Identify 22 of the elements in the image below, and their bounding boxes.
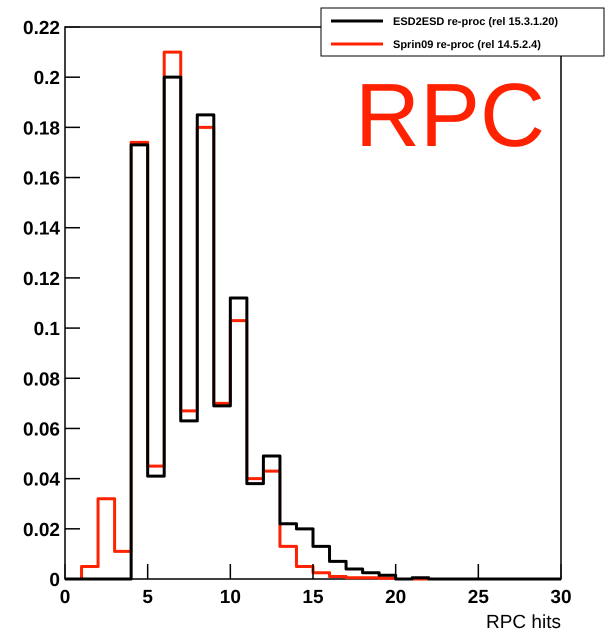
- annotation: RPC: [354, 66, 545, 166]
- y-tick-label: 0.12: [23, 268, 60, 290]
- y-tick-label: 0.08: [23, 369, 60, 390]
- legend-label: Sprin09 re-proc (rel 14.5.2.4): [393, 39, 542, 51]
- y-tick-label: 0.22: [23, 18, 60, 39]
- x-tick-label: 30: [550, 587, 572, 608]
- y-tick-label: 0.14: [23, 218, 60, 240]
- x-tick-label: 15: [302, 587, 324, 608]
- x-axis-title: RPC hits: [486, 612, 561, 630]
- legend-label: ESD2ESD re-proc (rel 15.3.1.20): [393, 16, 558, 28]
- y-tick-label: 0.16: [23, 168, 60, 190]
- y-tick-label: 0.1: [34, 319, 60, 340]
- y-tick-label: 0.02: [23, 520, 60, 541]
- y-tick-label: 0.2: [34, 68, 60, 90]
- x-tick-label: 5: [142, 587, 154, 608]
- x-tick-label: 25: [468, 587, 490, 608]
- y-tick-label: 0.06: [23, 419, 60, 440]
- y-tick-label: 0.18: [23, 118, 60, 140]
- x-tick-label: 10: [220, 587, 241, 608]
- x-tick-label: 20: [385, 587, 406, 608]
- y-tick-label: 0: [49, 570, 60, 591]
- y-tick-label: 0.04: [23, 470, 60, 491]
